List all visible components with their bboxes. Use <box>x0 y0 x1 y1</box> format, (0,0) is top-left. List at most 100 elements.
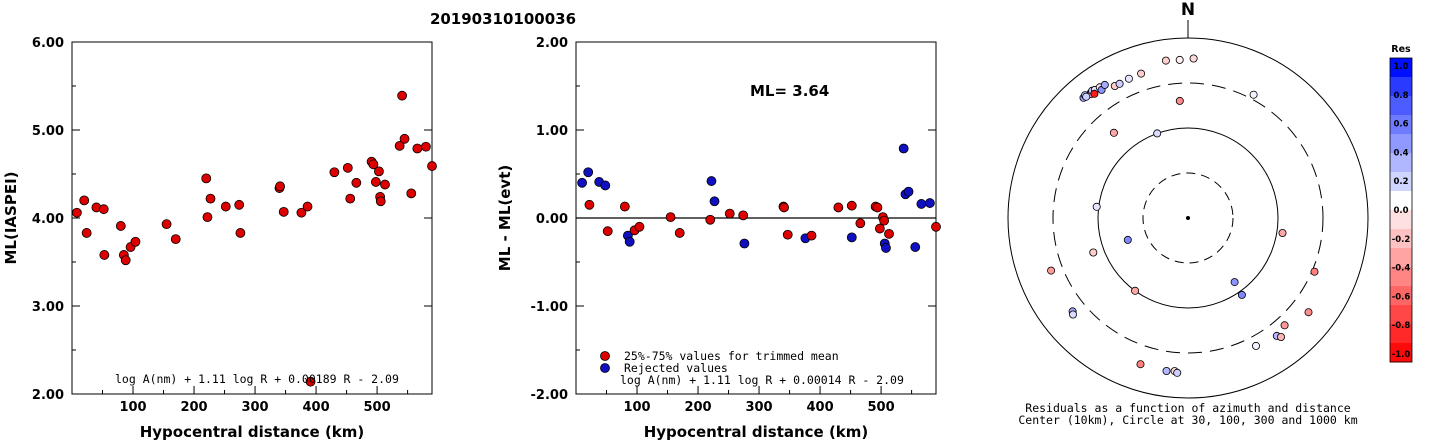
y-tick-label: 5.00 <box>32 124 64 139</box>
station-residual-point <box>1162 366 1171 375</box>
x-tick-label: 400 <box>806 400 833 415</box>
used-point <box>602 226 613 237</box>
used-point <box>874 223 885 234</box>
station-residual-point <box>1249 90 1258 99</box>
colorbar-cell <box>1390 96 1412 116</box>
station-residual-point <box>1277 332 1286 341</box>
data-point <box>235 228 246 238</box>
rejected-point <box>903 186 914 197</box>
rejected-point <box>600 180 611 191</box>
used-point <box>665 212 676 223</box>
colorbar-tick-label: -0.8 <box>1392 321 1411 331</box>
used-point <box>705 214 716 225</box>
used-point <box>782 229 793 240</box>
residual-colorbar: Res 1.0 0.8 0.6 0.4 0.2 0.0 -0.2 -0.4 -0.6 -0.8 -1… <box>1389 44 1413 363</box>
used-point <box>634 221 645 232</box>
x-axis-label: Hypocentral distance (km) <box>644 423 869 441</box>
data-point <box>120 255 131 266</box>
station-residual-point <box>1237 290 1246 299</box>
station-residual-point <box>1175 96 1184 105</box>
y-tick-label: 3.00 <box>32 300 64 315</box>
colorbar-cell <box>1390 305 1412 325</box>
data-point <box>427 161 437 171</box>
y-tick-label: 0.00 <box>536 212 568 227</box>
data-point <box>394 140 405 151</box>
legend-marker-rejected <box>600 363 610 373</box>
data-point <box>397 90 408 101</box>
colorbar-tick-label: -0.4 <box>1392 264 1411 274</box>
colorbar-tick-label: 0.2 <box>1393 177 1408 187</box>
used-point <box>846 200 857 211</box>
data-point <box>278 206 289 217</box>
data-point <box>98 204 109 215</box>
data-point <box>368 159 379 170</box>
caption-line-1: Residuals as a function of azimuth and d… <box>1025 401 1350 415</box>
colorbar-cell <box>1390 248 1412 268</box>
legend-marker-used <box>600 351 610 361</box>
data-point <box>380 179 390 190</box>
ring-30km <box>1142 172 1234 264</box>
plot-frame <box>71 41 433 395</box>
colorbar-tick-label: 0.8 <box>1393 91 1408 101</box>
x-tick-label: 500 <box>364 400 391 415</box>
rejected-point <box>881 243 891 253</box>
caption-line-2: Center (10km), Circle at 30, 100, 300 an… <box>1018 413 1357 427</box>
colorbar-title: Res <box>1391 44 1411 55</box>
rejected-point <box>577 177 588 188</box>
y-tick-label: 1.00 <box>536 124 568 139</box>
rejected-point <box>709 196 720 207</box>
azimuth-residual-map: N Residuals as a function of azimuth and… <box>1007 0 1369 427</box>
magnitude-vs-distance-plot: 100 200 300 400 500 2.00 3.00 4.00 5.00 6.00 ML(… <box>2 36 437 441</box>
station-residual-point <box>1124 74 1133 83</box>
station-residual-point <box>1310 267 1319 276</box>
colorbar-tick-label: 0.4 <box>1393 148 1408 158</box>
data-point <box>79 195 90 206</box>
data-point <box>406 188 417 199</box>
data-point <box>351 177 362 188</box>
data-point <box>130 236 141 247</box>
used-point <box>931 221 941 232</box>
station-residual-point <box>1137 69 1146 78</box>
data-point <box>275 181 285 192</box>
station-residual-point <box>1161 56 1170 65</box>
station-residual-point <box>1131 286 1140 295</box>
x-tick-label: 200 <box>684 400 711 415</box>
used-point <box>806 230 817 241</box>
data-point <box>329 167 340 178</box>
data-point <box>81 228 92 238</box>
station-residual-point <box>1280 321 1289 330</box>
rejected-point <box>898 143 909 154</box>
data-point <box>305 376 316 387</box>
colorbar-cell <box>1390 58 1412 78</box>
colorbar-cell <box>1390 267 1412 287</box>
colorbar-tick-label: -0.2 <box>1392 235 1411 245</box>
data-point <box>296 207 307 218</box>
x-tick-label: 200 <box>180 400 207 415</box>
used-point <box>738 210 749 221</box>
data-point <box>302 201 313 212</box>
station-residual-point <box>1100 80 1109 89</box>
station-residual-point <box>1136 360 1145 369</box>
station-residual-point <box>1230 278 1239 287</box>
station-residual-point <box>1252 341 1261 350</box>
used-point <box>884 228 894 239</box>
y-tick-label: -1.00 <box>531 300 568 315</box>
data-point <box>201 173 212 184</box>
y-tick-label: 6.00 <box>32 36 64 51</box>
data-point <box>370 177 381 187</box>
colorbar-cell <box>1390 229 1412 249</box>
colorbar-tick-label: 0.6 <box>1393 120 1408 130</box>
data-point <box>99 250 110 260</box>
station-residual-point <box>1090 89 1099 98</box>
data-point <box>399 133 410 144</box>
rejected-point <box>846 232 857 243</box>
residual-vs-distance-plot: 100 200 300 400 500 -2.00 -1.00 0.00 1.00 2.00 M… <box>496 36 941 441</box>
rejected-point <box>583 167 594 178</box>
data-point <box>374 166 384 177</box>
station-residual-point <box>1189 54 1198 63</box>
rejected-point <box>924 198 935 208</box>
station-residual-point <box>1092 202 1101 211</box>
used-point <box>779 202 789 213</box>
data-point <box>345 193 356 204</box>
y-tick-label: 2.00 <box>32 388 64 403</box>
